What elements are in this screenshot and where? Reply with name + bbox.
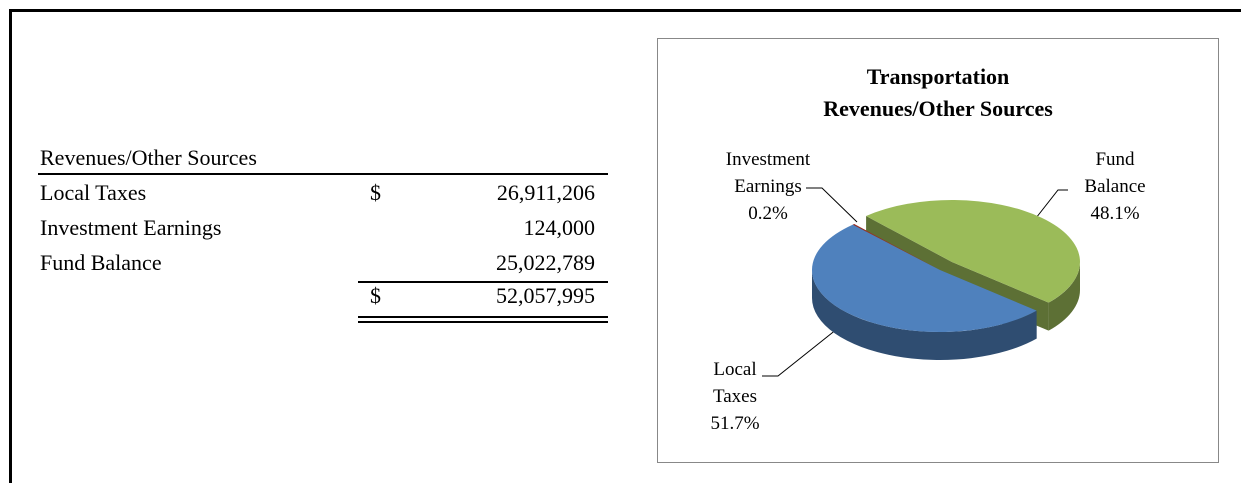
row-label: Fund Balance [40,250,162,275]
chart-title: Transportation [867,64,1010,89]
rule [358,281,608,283]
slice-label: Local Taxes 51.7% [700,356,770,437]
category: Local Taxes [712,359,758,407]
leader-line [1035,189,1068,219]
pie-slice [866,200,1080,303]
frame-left [9,9,12,483]
slice-label: Fund Balance 48.1% [1070,146,1160,227]
pie [811,200,1080,360]
slice-label: Investment Earnings 0.2% [706,146,830,227]
slice-wall [1048,262,1080,331]
leader-line [806,187,858,223]
pie-slice [811,224,1037,333]
percent: 0.2% [748,203,788,224]
rule [358,316,608,318]
category: Fund Balance [1084,149,1146,197]
amount: 25,022,789 [496,250,595,275]
chart-box [657,38,1219,463]
category: Investment Earnings [725,149,811,197]
slice-wall [812,270,1037,360]
currency: $ [370,283,381,308]
frame-top [10,9,1241,12]
amount: 124,000 [523,215,596,240]
currency: $ [370,180,381,205]
amount: 26,911,206 [496,180,595,205]
row-label: Local Taxes [40,180,147,205]
pie-slice [852,224,940,270]
amount: 52,057,995 [496,283,595,308]
row-label: Investment Earnings [40,215,222,240]
rule [358,321,608,323]
table-header: Revenues/Other Sources [40,145,257,170]
rule [38,173,608,175]
leader-line [762,324,843,377]
percent: 51.7% [710,413,760,434]
percent: 48.1% [1090,203,1140,224]
chart-title: Revenues/Other Sources [823,96,1053,121]
